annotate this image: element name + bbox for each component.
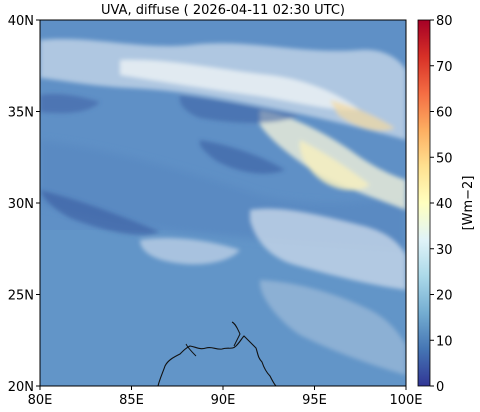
map-title: UVA, diffuse ( 2026-04-11 02:30 UTC) xyxy=(101,3,345,18)
cloud-field-north xyxy=(40,38,406,375)
colorbar-tick-label: 40 xyxy=(436,197,453,212)
lon-tick-label: 90E xyxy=(211,393,236,408)
colorbar-ticks: 0 10 20 30 40 50 60 70 80 xyxy=(430,14,453,395)
lon-tick-label: 100E xyxy=(389,393,422,408)
colorbar-tick-label: 20 xyxy=(436,289,453,304)
colorbar-tick-label: 50 xyxy=(436,151,453,166)
colorbar-tick-label: 60 xyxy=(436,106,453,121)
colorbar-gradient xyxy=(417,19,431,387)
coastline xyxy=(157,335,277,386)
colorbar-label: [Wm−2] xyxy=(461,176,476,231)
colorbar-tick-label: 0 xyxy=(436,380,444,395)
colorbar: 0 10 20 30 40 50 60 70 80 [Wm−2] xyxy=(417,14,476,395)
lat-tick-label: 20N xyxy=(8,380,34,395)
lon-tick-label: 95E xyxy=(302,393,327,408)
lon-tick-label: 85E xyxy=(119,393,144,408)
colorbar-tick-label: 30 xyxy=(436,243,453,258)
lon-tick-label: 80E xyxy=(28,393,53,408)
lat-axis: 20N 25N 30N 35N 40N xyxy=(8,14,40,395)
lon-axis: 80E 85E 90E 95E 100E xyxy=(28,386,423,408)
lat-tick-label: 40N xyxy=(8,14,34,29)
lat-tick-label: 30N xyxy=(8,197,34,212)
lat-tick-label: 35N xyxy=(8,106,34,121)
colorbar-tick-label: 80 xyxy=(436,14,453,29)
colorbar-tick-label: 10 xyxy=(436,334,453,349)
map-panel xyxy=(40,20,406,386)
lat-tick-label: 25N xyxy=(8,289,34,304)
colorbar-tick-label: 70 xyxy=(436,60,453,75)
